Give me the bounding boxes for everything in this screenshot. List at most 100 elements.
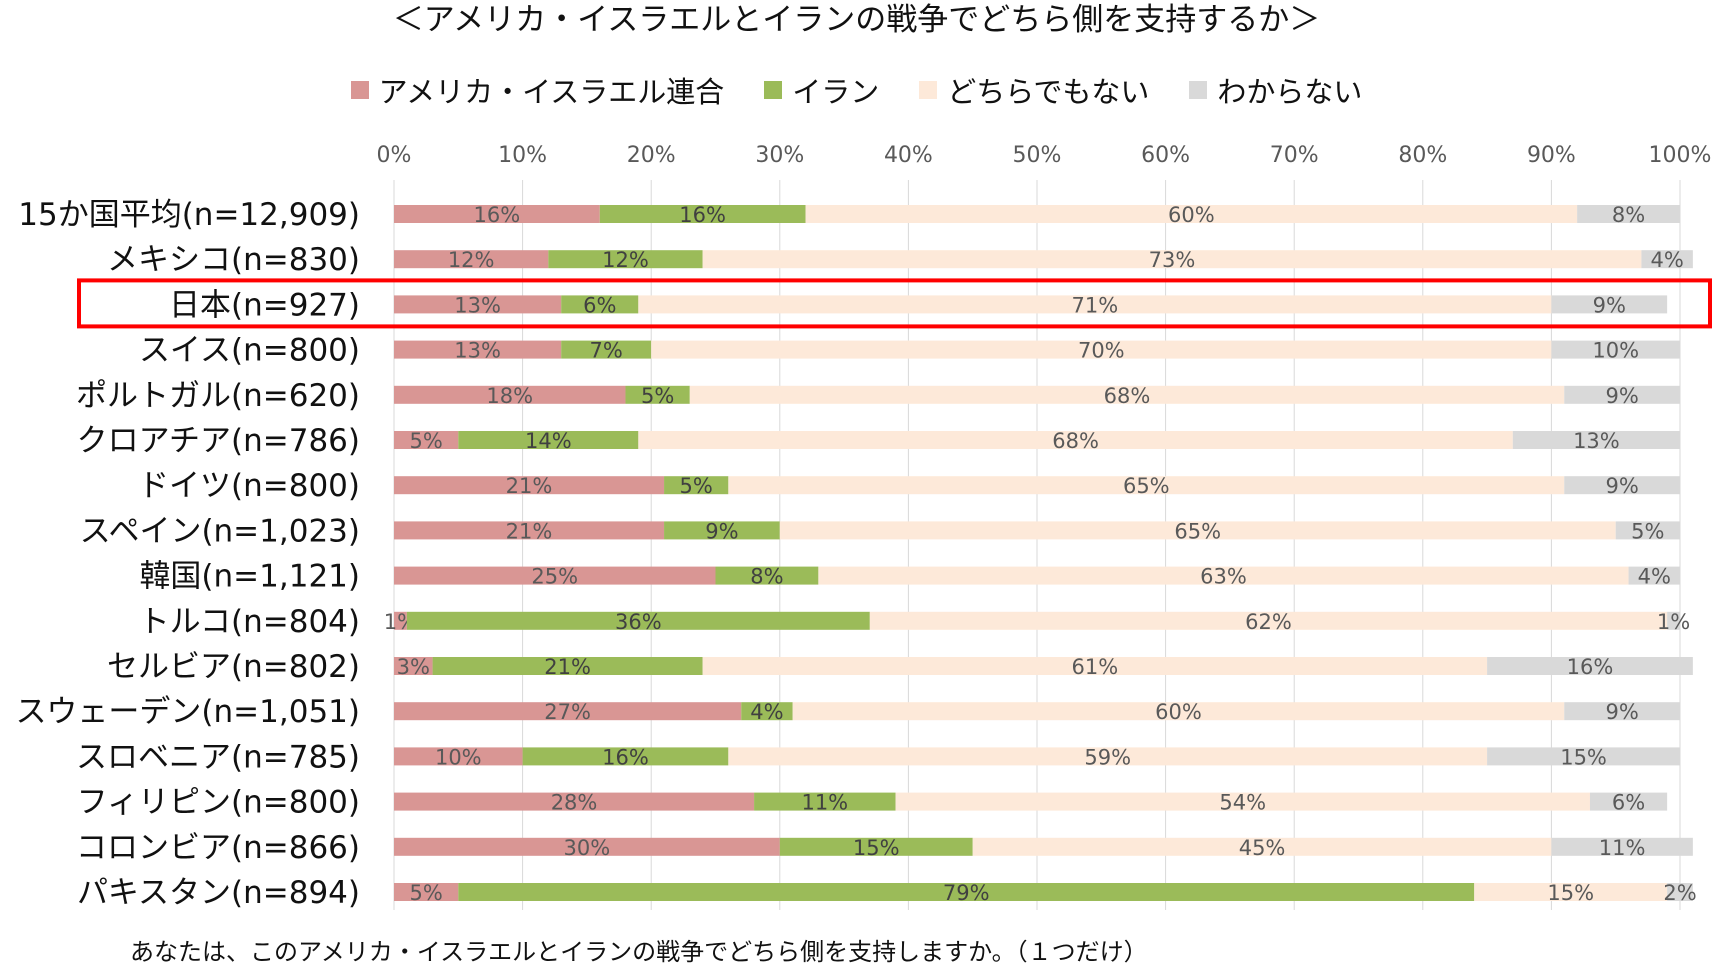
- data-label: 68%: [1104, 384, 1151, 408]
- data-label: 21%: [506, 519, 553, 543]
- bar-segment: [394, 521, 665, 540]
- data-label: 68%: [1052, 429, 1099, 453]
- bar-segment: [664, 521, 780, 540]
- bar-segment: [1551, 340, 1680, 359]
- data-label: 5%: [680, 474, 713, 498]
- data-label: 4%: [750, 700, 783, 724]
- data-label: 5%: [409, 881, 442, 905]
- bar-segment: [394, 837, 780, 856]
- category-label: スイス(n=800): [139, 333, 360, 369]
- bar-segment: [972, 837, 1552, 856]
- data-label: 12%: [602, 248, 649, 272]
- highlight-box: [77, 278, 1712, 329]
- bar-segment: [394, 385, 626, 404]
- category-label: ポルトガル(n=620): [76, 378, 360, 414]
- bar-segment: [715, 566, 819, 585]
- legend-label: わからない: [1217, 75, 1363, 109]
- bar-segment: [1512, 431, 1680, 449]
- data-label: 16%: [602, 745, 649, 769]
- data-label: 6%: [1612, 791, 1645, 815]
- data-label: 65%: [1174, 519, 1221, 543]
- bar-segment: [1564, 476, 1680, 495]
- bar-segment: [394, 566, 716, 585]
- data-label: 12%: [448, 248, 495, 272]
- bar-segment: [394, 792, 755, 811]
- bar-segment: [394, 702, 742, 721]
- category-label: メキシコ(n=830): [107, 242, 360, 278]
- bar-segment: [702, 250, 1642, 269]
- data-label: 11%: [801, 791, 848, 815]
- bar-segment: [651, 340, 1552, 359]
- data-label: 60%: [1168, 203, 1215, 227]
- data-label: 45%: [1239, 836, 1286, 860]
- data-label: 13%: [454, 293, 501, 317]
- legend-item: イラン: [764, 69, 879, 111]
- data-label: 10%: [435, 745, 482, 769]
- data-label: 8%: [1612, 203, 1645, 227]
- data-label: 59%: [1084, 745, 1131, 769]
- data-label: 4%: [1650, 248, 1683, 272]
- bar-segment: [805, 205, 1578, 223]
- bar-segment: [1474, 883, 1668, 901]
- footnote: あなたは、このアメリカ・イスラエルとイランの戦争でどちら側を支持しますか。（１つ…: [130, 938, 1148, 966]
- data-label: 14%: [525, 429, 572, 453]
- data-label: 71%: [1072, 293, 1119, 317]
- bar-segment: [394, 611, 407, 630]
- data-label: 16%: [679, 203, 726, 227]
- data-label: 15%: [853, 836, 900, 860]
- data-label: 9%: [1605, 474, 1638, 498]
- data-label: 4%: [1638, 565, 1671, 589]
- x-tick-label: 60%: [1141, 143, 1190, 168]
- chart-title: ＜アメリカ・イスラエルとイランの戦争でどちら側を支持するか＞: [392, 2, 1321, 38]
- x-tick-label: 40%: [884, 143, 933, 168]
- x-tick-label: 0%: [377, 143, 412, 168]
- category-label: ドイツ(n=800): [138, 468, 360, 504]
- data-label: 18%: [486, 384, 533, 408]
- bar-segment: [394, 340, 562, 359]
- data-label: 60%: [1155, 700, 1202, 724]
- bar-segment: [394, 657, 433, 675]
- bar-segment: [1551, 837, 1693, 856]
- data-label: 2%: [1663, 881, 1696, 905]
- data-label: 5%: [641, 384, 674, 408]
- category-label: 日本(n=927): [169, 287, 360, 323]
- data-label: 11%: [1599, 836, 1646, 860]
- legend-item: わからない: [1189, 69, 1362, 111]
- data-label: 9%: [705, 519, 738, 543]
- category-label: 韓国(n=1,121): [139, 559, 360, 595]
- data-label: 62%: [1245, 610, 1292, 634]
- bar-segment: [638, 295, 1552, 314]
- bar-segment: [689, 385, 1565, 404]
- bar-segment: [728, 476, 1565, 495]
- data-label: 9%: [1605, 384, 1638, 408]
- x-tick-label: 50%: [1013, 143, 1062, 168]
- data-label: 36%: [615, 610, 662, 634]
- category-label: スペイン(n=1,023): [80, 513, 360, 549]
- bar-segment: [1667, 883, 1693, 901]
- bar-segment: [1667, 611, 1680, 630]
- data-label: 13%: [1573, 429, 1620, 453]
- data-label: 28%: [551, 791, 598, 815]
- legend-swatch: [919, 81, 938, 99]
- category-label: トルコ(n=804): [139, 604, 360, 640]
- bar-segment: [625, 385, 690, 404]
- bar-segment: [1641, 250, 1693, 269]
- bar-segment: [664, 476, 729, 495]
- bar-segment: [779, 837, 973, 856]
- data-label: 16%: [1567, 655, 1614, 679]
- x-tick-label: 30%: [755, 143, 804, 168]
- category-label: スロベニア(n=785): [76, 739, 360, 775]
- legend-swatch: [764, 81, 783, 99]
- bar-segment: [1589, 792, 1668, 811]
- bar-segment: [754, 792, 896, 811]
- data-label: 63%: [1200, 565, 1247, 589]
- bar-segment: [561, 295, 639, 314]
- bar-segment: [394, 295, 562, 314]
- bar-segment: [394, 883, 459, 901]
- bar-segment: [869, 611, 1668, 630]
- data-label: 61%: [1072, 655, 1119, 679]
- bar-segment: [1564, 385, 1680, 404]
- bar-segment: [728, 747, 1488, 766]
- data-label: 15%: [1560, 745, 1607, 769]
- data-label: 73%: [1149, 248, 1196, 272]
